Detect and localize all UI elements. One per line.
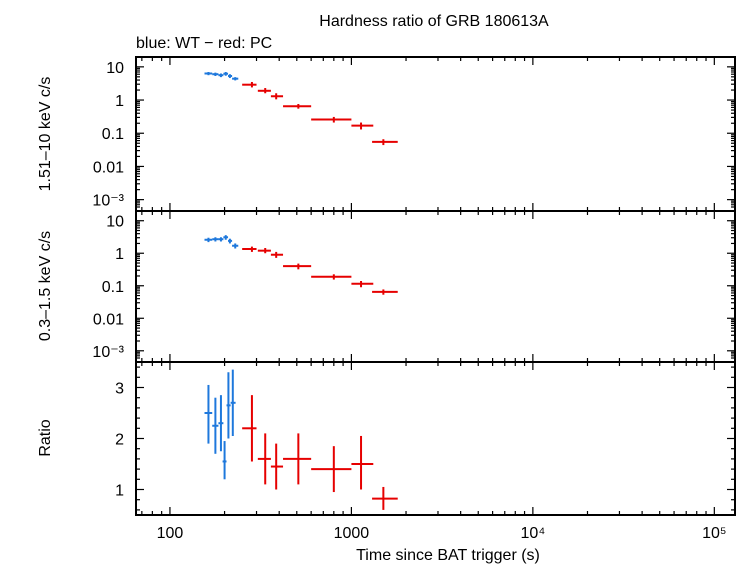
- panel-3-y-tick-label: 2: [115, 432, 124, 449]
- panel-1-y-tick-label: 0.1: [102, 126, 124, 143]
- panel-2-y-tick-label: 0.1: [102, 279, 124, 296]
- panel-1-frame: [135, 56, 736, 212]
- x-tick-label: 100: [157, 525, 184, 542]
- panel-1-y-tick-label: 10⁻³: [92, 193, 124, 210]
- panel-2-y-tick-label: 10⁻³: [92, 344, 124, 361]
- panel-3-y-label: Ratio: [37, 419, 54, 456]
- panel-3-y-tick-label: 3: [115, 381, 124, 398]
- panel-1-y-tick-label: 1: [115, 93, 124, 110]
- panel-1-y-tick-label: 10: [106, 60, 124, 77]
- panel-1-y-label: 1.51–10 keV c/s: [37, 77, 54, 192]
- chart-subtitle: blue: WT − red: PC: [136, 35, 272, 52]
- panel-2-y-label: 0.3–1.5 keV c/s: [37, 231, 54, 341]
- x-tick-label: 10⁴: [521, 525, 546, 542]
- panel-3-frame: [135, 361, 736, 516]
- panel-1-y-tick-label: 0.01: [93, 159, 124, 176]
- x-axis-label: Time since BAT trigger (s): [356, 547, 540, 564]
- chart-title: Hardness ratio of GRB 180613A: [319, 13, 549, 30]
- x-tick-label: 10⁵: [702, 525, 726, 542]
- x-tick-label: 1000: [334, 525, 370, 542]
- panel-2-y-tick-label: 0.01: [93, 311, 124, 328]
- panel-2-frame: [135, 210, 736, 363]
- panel-3-y-tick-label: 1: [115, 483, 124, 500]
- panel-2-y-tick-label: 10: [106, 214, 124, 231]
- panel-2-y-tick-label: 1: [115, 246, 124, 263]
